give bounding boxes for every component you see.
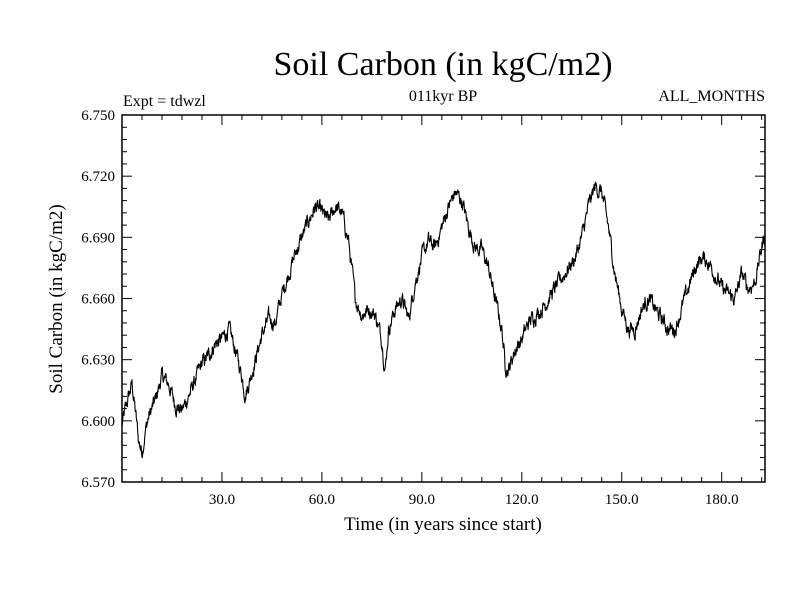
y-ticks: 6.570 6.600 6.630 6.660 6.690 6.720 6.750 bbox=[81, 108, 765, 491]
y-tick-label: 6.660 bbox=[81, 292, 115, 308]
x-axis-label: Time (in years since start) bbox=[344, 514, 542, 535]
y-tick-label: 6.630 bbox=[81, 353, 115, 369]
y-tick-label: 6.690 bbox=[81, 230, 115, 246]
series-line bbox=[121, 181, 766, 459]
x-tick-label: 180.0 bbox=[705, 492, 739, 508]
series-layer bbox=[121, 181, 766, 459]
y-tick-label: 6.750 bbox=[81, 108, 115, 124]
annotation-left: Expt = tdwzl bbox=[123, 93, 206, 110]
annotation-right: ALL_MONTHS bbox=[658, 88, 765, 105]
chart-title: Soil Carbon (in kgC/m2) bbox=[273, 46, 612, 83]
x-tick-label: 60.0 bbox=[309, 492, 335, 508]
x-tick-label: 150.0 bbox=[605, 492, 639, 508]
x-ticks: 30.0 60.0 90.0 120.0 150.0 180.0 bbox=[141, 115, 763, 508]
y-tick-label: 6.570 bbox=[81, 475, 115, 491]
chart-subtitle: 011kyr BP bbox=[409, 88, 477, 105]
y-axis-label: Soil Carbon (in kgC/m2) bbox=[46, 204, 67, 393]
x-tick-label: 30.0 bbox=[209, 492, 235, 508]
x-tick-label: 90.0 bbox=[409, 492, 435, 508]
y-tick-label: 6.720 bbox=[81, 169, 115, 185]
x-tick-label: 120.0 bbox=[505, 492, 539, 508]
plot-frame bbox=[121, 114, 766, 483]
y-tick-label: 6.600 bbox=[81, 414, 115, 430]
